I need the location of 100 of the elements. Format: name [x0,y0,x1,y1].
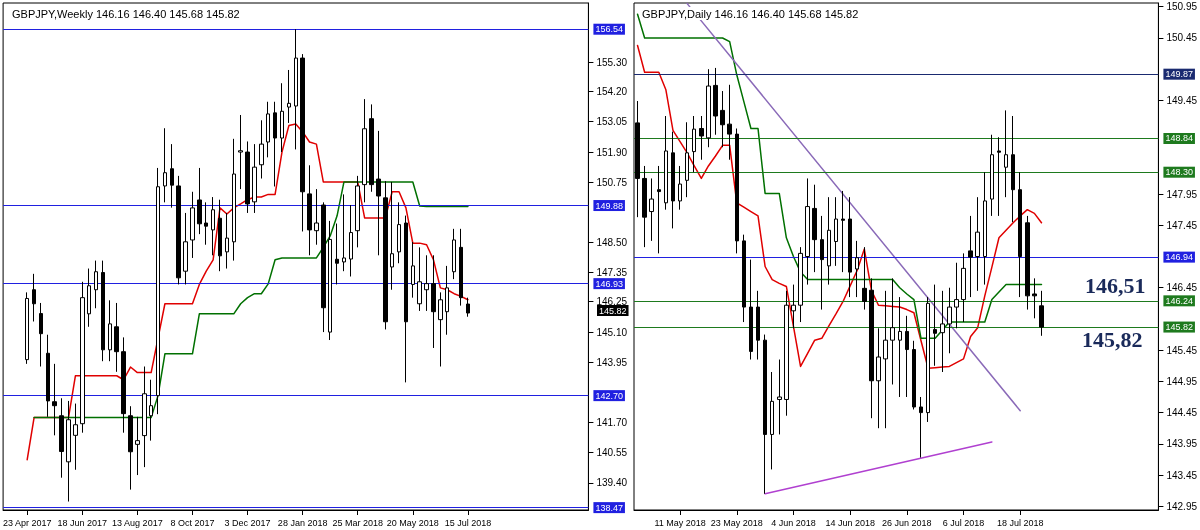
x-tick-label: 23 Apr 2017 [2,517,52,528]
candlestick [798,246,803,323]
candlestick [975,196,980,292]
candlestick [397,201,401,264]
candlestick [342,193,346,272]
y-tick-label: 146.25 [596,296,628,308]
y-tick-label: 150.75 [596,177,628,188]
candlestick [190,191,195,259]
y-tick-label: 149.45 [1166,94,1198,106]
candlestick [777,359,782,435]
candlestick [46,334,50,418]
candlestick [314,188,319,246]
candlestick [218,199,222,272]
candlestick [466,297,470,318]
candlestick [997,136,1001,217]
candlestick [383,180,388,330]
candlestick [749,259,753,361]
candlestick [848,196,852,298]
candlestick [642,165,647,248]
candlestick [919,396,923,459]
candlestick [912,340,916,410]
candlestick [424,254,429,312]
y-tick-label: 144.45 [1166,407,1198,419]
candlestick [183,212,188,285]
candlestick [692,115,696,173]
x-tick-label: 13 Aug 2017 [112,517,163,528]
candlestick [812,184,817,273]
candlestick [770,371,774,470]
candlestick [431,254,436,349]
y-tick-label: 140.55 [596,447,628,459]
candlestick [39,302,43,367]
candlestick [905,315,909,398]
ref-line-label: 148.30 [1165,167,1193,178]
y-tick-label: 150.95 [1166,1,1198,13]
candlestick [238,114,243,190]
candlestick [369,103,374,193]
ref-line-label: 146.94 [1165,252,1193,263]
y-tick-label: 145.45 [1166,344,1198,356]
candlestick [862,246,867,311]
x-tick-label: 23 May 2018 [710,517,763,528]
candlestick [947,287,952,354]
x-tick-label: 15 Jul 2018 [444,517,492,528]
candlestick [1018,171,1022,298]
candlestick [1011,115,1015,223]
candlestick [362,98,367,203]
x-tick-label: 28 Jan 2018 [277,517,328,528]
candlestick [280,82,284,153]
candlestick [376,130,381,256]
candlestick [685,121,689,198]
candlestick [197,167,202,235]
candlestick [933,284,937,367]
y-tick-label: 151.90 [596,146,628,158]
y-tick-label: 142.95 [1166,500,1198,512]
candlestick [404,215,408,383]
candlestick [898,296,902,398]
candlestick [101,260,105,362]
ref-line-label: 142.70 [595,390,623,401]
candlestick [784,290,789,417]
candlestick [204,201,208,246]
candlestick [983,171,987,286]
candlestick [349,204,353,277]
candlestick [135,416,140,476]
y-tick-label: 150.45 [1166,32,1198,44]
candlestick [266,101,270,158]
y-tick-label: 153.05 [596,116,628,128]
candlestick [149,379,153,442]
y-tick-label: 154.20 [596,85,628,97]
candlestick [294,28,298,150]
candlestick [321,201,326,333]
y-tick-label: 141.70 [596,416,628,428]
candlestick [300,53,305,232]
y-tick-label: 147.35 [596,267,628,279]
candlestick [259,119,264,180]
candlestick [876,327,881,429]
y-tick-label: 143.45 [1166,469,1198,481]
x-tick-label: 26 Jun 2018 [882,517,932,528]
candlestick [756,290,760,361]
candlestick [163,127,167,203]
candlestick [211,196,215,256]
candlestick [245,140,250,214]
candlestick [59,397,64,479]
candlestick [438,291,443,367]
candlestick [80,281,85,434]
candlestick [883,290,888,429]
candlestick [252,143,257,214]
candlestick [390,181,394,291]
candlestick [452,228,456,280]
x-tick-label: 25 Mar 2018 [332,517,383,528]
ref-line-label: 146.93 [595,278,623,289]
y-tick-label: 148.50 [596,236,628,248]
candlestick [720,90,725,148]
candlestick [94,260,98,309]
line-series [33,181,469,419]
x-tick-label: 20 May 2018 [386,517,439,528]
ref-line-label: 145.82 [1165,322,1193,333]
y-tick-label: 155.30 [596,56,628,68]
candlestick [142,366,147,468]
candlestick [834,196,838,267]
candlestick [128,405,133,491]
candlestick [87,268,91,328]
